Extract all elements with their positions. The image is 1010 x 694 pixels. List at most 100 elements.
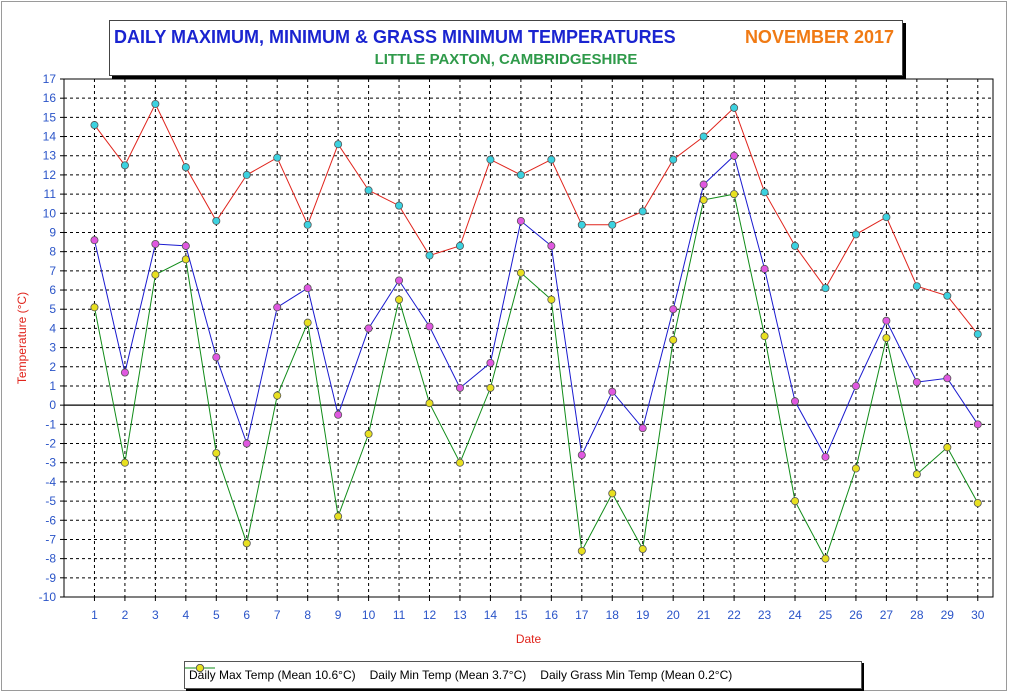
data-point	[669, 155, 678, 164]
x-tick-label: 20	[667, 608, 681, 622]
data-point	[608, 489, 617, 498]
y-tick-label: 16	[43, 91, 57, 105]
x-tick-label: 16	[545, 608, 559, 622]
data-point	[547, 241, 556, 250]
data-point	[973, 498, 982, 507]
x-tick-label: 15	[514, 608, 528, 622]
y-tick-label: 2	[49, 360, 56, 374]
x-tick-label: 5	[213, 608, 220, 622]
data-point	[90, 303, 99, 312]
chart-title: DAILY MAXIMUM, MINIMUM & GRASS MINIMUM T…	[114, 27, 676, 47]
chart-subtitle: LITTLE PAXTON, CAMBRIDGESHIRE	[374, 51, 638, 68]
data-point	[760, 332, 769, 341]
data-point	[912, 470, 921, 479]
data-point	[455, 458, 464, 467]
data-point	[547, 295, 556, 304]
y-tick-label: -8	[45, 552, 56, 566]
data-point	[334, 512, 343, 521]
x-tick-label: 21	[697, 608, 711, 622]
data-point	[791, 241, 800, 250]
data-point	[943, 291, 952, 300]
data-point	[242, 539, 251, 548]
data-point	[334, 410, 343, 419]
data-point	[120, 368, 129, 377]
data-point	[912, 378, 921, 387]
x-tick-label: 11	[393, 608, 406, 622]
data-point	[791, 497, 800, 506]
data-point	[90, 236, 99, 245]
data-point	[455, 241, 464, 250]
data-point	[699, 195, 708, 204]
legend-swatch	[185, 664, 215, 672]
data-point	[760, 188, 769, 197]
x-tick-label: 22	[727, 608, 741, 622]
data-point	[943, 443, 952, 452]
plot-area	[63, 78, 994, 598]
data-point	[395, 276, 404, 285]
data-point	[699, 132, 708, 141]
y-tick-label: -10	[39, 590, 57, 604]
x-tick-label: 6	[243, 608, 250, 622]
data-point	[151, 99, 160, 108]
x-tick-label: 18	[606, 608, 620, 622]
data-point	[303, 220, 312, 229]
data-point	[821, 284, 830, 293]
data-point	[120, 161, 129, 170]
data-point	[516, 170, 525, 179]
legend-item-2: Daily Min Temp (Mean 3.7°C)	[185, 664, 527, 682]
legend-label: Daily Max Temp (Mean 10.6°C)	[189, 668, 356, 682]
data-point	[821, 452, 830, 461]
y-tick-label: -4	[45, 475, 56, 489]
y-tick-label: 8	[49, 245, 56, 259]
y-tick-label: -1	[45, 417, 56, 431]
y-tick-label: 3	[49, 341, 56, 355]
data-point	[273, 391, 282, 400]
data-point	[730, 151, 739, 160]
data-point	[395, 201, 404, 210]
x-tick-label: 10	[362, 608, 376, 622]
data-point	[669, 335, 678, 344]
y-tick-label: -7	[45, 532, 56, 546]
data-point	[638, 207, 647, 216]
data-point	[882, 333, 891, 342]
data-point	[730, 103, 739, 112]
data-point	[516, 216, 525, 225]
data-point	[212, 216, 221, 225]
data-point	[212, 449, 221, 458]
x-tick-label: 2	[122, 608, 129, 622]
x-tick-label: 13	[453, 608, 467, 622]
data-point	[364, 186, 373, 195]
x-tick-label: 19	[636, 608, 650, 622]
data-point	[120, 458, 129, 467]
data-point	[242, 439, 251, 448]
series-line-2	[94, 154, 979, 459]
data-point	[973, 420, 982, 429]
y-tick-label: 0	[49, 398, 56, 412]
x-tick-label: 4	[182, 608, 189, 622]
legend-label: Daily Min Temp (Mean 3.7°C)	[369, 668, 527, 682]
data-point	[669, 305, 678, 314]
x-tick-label: 24	[788, 608, 802, 622]
data-point	[425, 399, 434, 408]
series-line-3	[94, 193, 979, 560]
y-tick-label: 7	[49, 264, 56, 278]
data-point	[334, 140, 343, 149]
data-point	[547, 155, 556, 164]
x-tick-label: 9	[335, 608, 342, 622]
data-point	[242, 170, 251, 179]
data-point	[395, 295, 404, 304]
data-point	[486, 155, 495, 164]
data-point	[486, 358, 495, 367]
y-tick-label: 11	[44, 187, 57, 201]
data-point	[181, 241, 190, 250]
data-point	[851, 464, 860, 473]
y-tick-label: 4	[49, 321, 56, 335]
x-tick-label: 7	[274, 608, 281, 622]
y-tick-label: 13	[43, 149, 57, 163]
x-tick-label: 27	[880, 608, 894, 622]
y-tick-label: 17	[43, 72, 57, 86]
data-point	[273, 153, 282, 162]
x-tick-label: 17	[575, 608, 589, 622]
